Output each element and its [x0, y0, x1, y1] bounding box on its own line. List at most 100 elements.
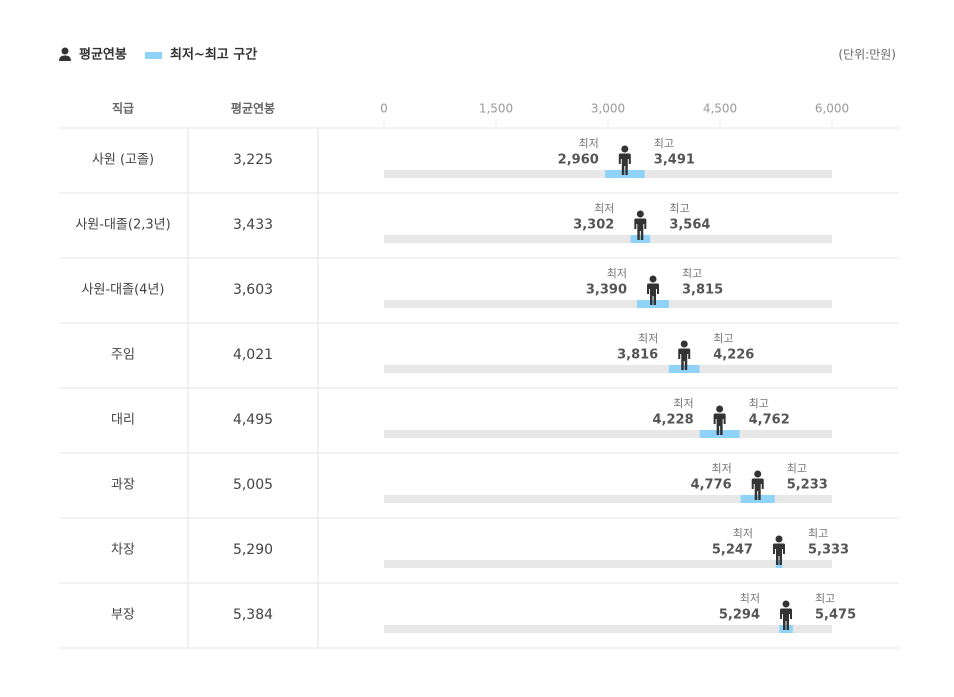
min-caption: 최저 [638, 332, 658, 345]
category-label: 대리 [111, 413, 135, 428]
average-marker [647, 275, 660, 305]
marker-body [751, 478, 764, 500]
marker-head [716, 405, 724, 413]
track [384, 300, 832, 308]
range-bar [699, 430, 740, 438]
range-bar [605, 170, 645, 178]
legend-range-swatch [145, 52, 162, 59]
category-label: 사원-대졸(4년) [82, 283, 165, 298]
max-caption: 최고 [808, 527, 828, 540]
min-caption: 최저 [711, 462, 731, 475]
column-header: 평균연봉 [231, 101, 275, 116]
max-caption: 최고 [749, 397, 769, 410]
max-caption: 최고 [669, 202, 689, 215]
max-caption: 최고 [713, 332, 733, 345]
track [384, 560, 832, 568]
average-value: 3,433 [233, 217, 273, 233]
average-marker [772, 535, 785, 565]
min-value: 4,776 [691, 478, 732, 493]
track [384, 365, 832, 373]
average-value: 4,495 [233, 412, 273, 428]
max-value: 4,226 [713, 348, 754, 363]
range-bar [637, 300, 669, 308]
marker-head [782, 600, 790, 608]
average-marker [780, 600, 793, 630]
category-label: 부장 [111, 608, 135, 623]
marker-body [713, 413, 726, 435]
marker-head [636, 210, 644, 218]
min-value: 2,960 [558, 153, 599, 168]
max-value: 3,815 [682, 283, 723, 298]
min-caption: 최저 [673, 397, 693, 410]
category-label: 과장 [111, 478, 135, 493]
marker-body [678, 348, 691, 370]
marker-body [647, 283, 660, 305]
max-value: 3,564 [669, 218, 710, 233]
max-value: 5,233 [787, 478, 828, 493]
track [384, 235, 832, 243]
max-value: 5,475 [815, 608, 856, 623]
marker-head [775, 535, 783, 543]
average-marker [713, 405, 726, 435]
category-label: 사원 (고졸) [92, 153, 154, 168]
average-value: 3,225 [233, 152, 273, 168]
marker-body [772, 543, 785, 565]
range-bar [740, 495, 775, 503]
min-caption: 최저 [733, 527, 753, 540]
legend-label: 최저~최고 구간 [170, 47, 257, 63]
x-tick-label: 0 [380, 102, 388, 116]
min-value: 5,247 [712, 543, 753, 558]
average-value: 4,021 [233, 347, 273, 363]
marker-body [780, 608, 793, 630]
legend: 평균연봉 최저~최고 구간 [59, 47, 257, 63]
range-bar [668, 365, 700, 373]
range-bar [630, 235, 651, 243]
max-caption: 최고 [654, 137, 674, 150]
legend-label: 평균연봉 [79, 47, 127, 63]
marker-body [634, 218, 647, 240]
average-value: 5,384 [233, 607, 273, 623]
range-bar [779, 625, 793, 633]
column-header: 직급 [112, 101, 134, 116]
max-caption: 최고 [682, 267, 702, 280]
x-tick-label: 1,500 [479, 102, 513, 116]
average-marker [634, 210, 647, 240]
marker-head [649, 275, 657, 283]
average-value: 5,005 [233, 477, 273, 493]
marker-head [754, 470, 762, 478]
average-marker [678, 340, 691, 370]
category-label: 사원-대졸(2,3년) [75, 218, 170, 233]
min-value: 3,302 [573, 218, 614, 233]
max-value: 4,762 [749, 413, 790, 428]
average-value: 3,603 [233, 282, 273, 298]
track [384, 625, 832, 633]
min-value: 4,228 [653, 413, 694, 428]
min-value: 3,390 [586, 283, 627, 298]
unit-note: (단위:만원) [838, 48, 896, 62]
x-tick-label: 3,000 [591, 102, 625, 116]
marker-body [618, 153, 631, 175]
max-value: 3,491 [654, 153, 695, 168]
min-caption: 최저 [594, 202, 614, 215]
category-label: 주임 [111, 348, 135, 363]
max-caption: 최고 [787, 462, 807, 475]
max-value: 5,333 [808, 543, 849, 558]
min-caption: 최저 [740, 592, 760, 605]
average-marker [751, 470, 764, 500]
x-tick-label: 4,500 [703, 102, 737, 116]
average-value: 5,290 [233, 542, 273, 558]
max-caption: 최고 [815, 592, 835, 605]
marker-head [680, 340, 688, 348]
category-label: 차장 [111, 543, 135, 558]
legend-person-icon [59, 47, 71, 61]
track [384, 430, 832, 438]
track [384, 495, 832, 503]
range-bar [775, 560, 783, 568]
x-tick-label: 6,000 [815, 102, 849, 116]
average-marker [618, 145, 631, 175]
marker-head [621, 145, 629, 153]
min-caption: 최저 [607, 267, 627, 280]
min-value: 5,294 [719, 608, 760, 623]
min-caption: 최저 [579, 137, 599, 150]
